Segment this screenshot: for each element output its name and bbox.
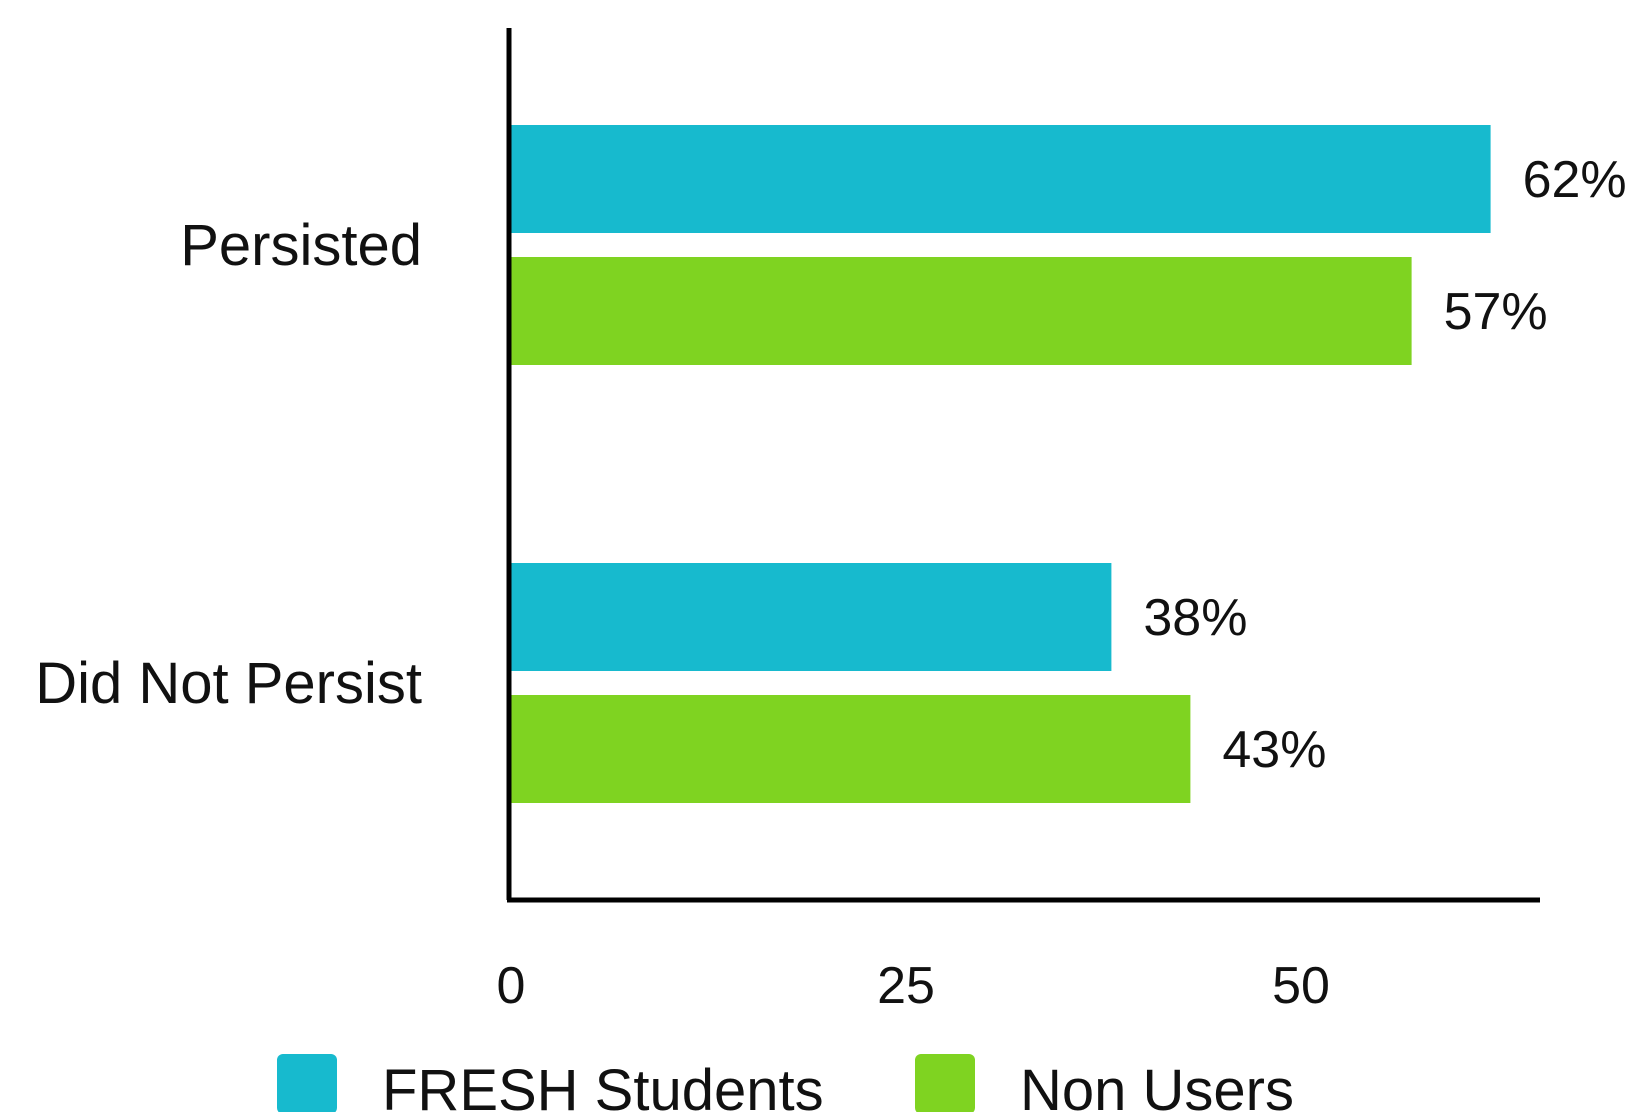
bar-did-not-persist-fresh-students xyxy=(511,563,1112,671)
bar-did-not-persist-non-users xyxy=(511,695,1191,803)
bars xyxy=(511,125,1491,803)
x-tick-label-25: 25 xyxy=(877,957,935,1015)
legend-label-non-users: Non Users xyxy=(1020,1058,1294,1112)
legend-label-fresh-students: FRESH Students xyxy=(382,1058,824,1112)
legend-swatch-fresh-students xyxy=(277,1054,337,1112)
bar-persisted-non-users xyxy=(511,257,1412,365)
x-tick-label-50: 50 xyxy=(1272,957,1330,1015)
bar-persisted-fresh-students xyxy=(511,125,1491,233)
category-label-did-not-persist: Did Not Persist xyxy=(35,651,422,716)
x-tick-labels: 0 25 50 xyxy=(497,957,1330,1015)
data-label-persisted-non-users: 57% xyxy=(1444,283,1548,341)
legend-swatch-non-users xyxy=(915,1054,975,1112)
data-label-did-not-persist-fresh-students: 38% xyxy=(1143,589,1247,647)
category-label-persisted: Persisted xyxy=(180,213,422,278)
category-labels: Persisted Did Not Persist xyxy=(35,213,422,716)
data-label-did-not-persist-non-users: 43% xyxy=(1222,721,1326,779)
x-tick-label-0: 0 xyxy=(497,957,526,1015)
data-label-persisted-fresh-students: 62% xyxy=(1523,151,1627,209)
data-labels: 62% 57% 38% 43% xyxy=(1143,151,1626,779)
legend: FRESH Students Non Users xyxy=(277,1054,1294,1112)
